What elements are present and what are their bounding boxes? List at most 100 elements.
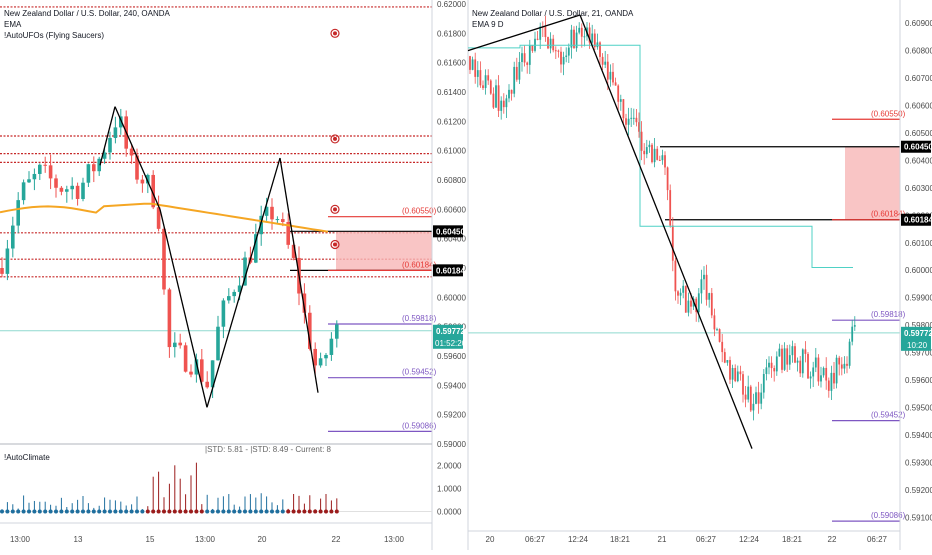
candle-body: [518, 62, 521, 80]
candle-body: [27, 179, 31, 183]
candle-body: [830, 372, 833, 391]
climate-dot: [270, 509, 274, 514]
climate-y-tick: 1.0000: [437, 485, 462, 494]
climate-dot: [145, 509, 150, 514]
candle-body: [500, 100, 503, 111]
candle-body: [580, 27, 583, 37]
right-price-axis[interactable]: 0.60900 0.60800 0.60700 0.60600 0.60500 0.604…: [901, 19, 932, 522]
climate-dot: [64, 509, 69, 514]
candle-body: [183, 345, 188, 372]
climate-dot: [118, 509, 123, 514]
candle-body: [92, 164, 96, 172]
candle-body: [21, 182, 26, 201]
climate-dot: [75, 509, 80, 514]
right-chart[interactable]: (0.60550) (0.60184) (0.59818) (0.59452) (0.5…: [467, 0, 932, 550]
right-y-tick: 0.60300: [905, 184, 932, 193]
left-y-tick: 0.59000: [437, 440, 466, 449]
candle-body: [851, 326, 854, 342]
candle-body: [167, 289, 172, 348]
candle-body: [54, 178, 58, 188]
autoclimate-label: !AutoClimate: [4, 453, 50, 462]
right-x-tick: 18:21: [782, 535, 803, 544]
left-x-tick: 22: [332, 535, 341, 544]
left-price-axis[interactable]: 0.62000 0.61800 0.61600 0.61400 0.61200 0.610…: [433, 0, 467, 449]
candle-body: [744, 394, 747, 400]
climate-dot: [275, 509, 280, 514]
climate-dot: [151, 509, 156, 514]
candle-body: [700, 279, 703, 294]
candle-body: [318, 358, 323, 366]
climate-dot: [0, 509, 4, 514]
autoclimate-panel: 2.0000 1.0000 0.0000: [0, 462, 462, 517]
climate-dot: [167, 509, 172, 514]
candle-body: [747, 386, 750, 400]
candle-body: [710, 293, 713, 316]
candle-body: [515, 66, 518, 80]
candle-body: [843, 363, 846, 369]
climate-dot: [297, 509, 301, 514]
left-chart[interactable]: (0.60550) (0.60184) (0.59818) (0.59452) (0.5…: [0, 0, 467, 550]
left-y-tick: 0.61400: [437, 88, 466, 97]
candle-body: [742, 374, 744, 395]
candle-body: [609, 71, 612, 80]
right-y-tick: 0.59400: [905, 431, 932, 440]
candle-body: [237, 285, 242, 292]
right-time-axis[interactable]: 20 06:27 12:24 18:21 21 06:27 12:24 18:21 22 06:2…: [486, 535, 888, 544]
right-y-tick: 0.60600: [905, 102, 932, 111]
candle-body: [726, 360, 729, 363]
candle-body: [703, 274, 705, 280]
candle-body: [70, 185, 74, 190]
climate-dot: [16, 509, 21, 514]
fib-level-label: (0.59086): [871, 511, 906, 520]
climate-dot: [280, 509, 285, 514]
candle-body: [807, 353, 809, 379]
candle-body: [757, 392, 760, 404]
candle-body: [643, 150, 646, 155]
candle-body: [221, 300, 226, 327]
last-price-box: [901, 326, 931, 351]
candle-body: [812, 367, 815, 377]
candle-body: [630, 117, 633, 119]
candle-body: [531, 45, 534, 51]
candle-body: [739, 371, 742, 375]
climate-dot: [156, 509, 161, 514]
candle-body: [129, 148, 134, 156]
climate-dot: [70, 509, 75, 514]
zigzag-segment: [159, 209, 208, 408]
candle-body: [227, 296, 231, 301]
candle-body: [189, 371, 193, 375]
candle-body: [119, 116, 123, 128]
autoclimate-stats: |STD: 5.81 - |STD: 8.49 - Current: 8: [205, 445, 332, 454]
candle-body: [661, 155, 664, 161]
candle-body: [781, 348, 783, 370]
right-chart-title: New Zealand Dollar / U.S. Dollar, 21, OA…: [472, 9, 634, 18]
candle-body: [604, 61, 607, 65]
ufo-marker-ring: [330, 239, 340, 250]
candle-body: [778, 348, 781, 357]
candle-body: [697, 293, 700, 313]
countdown-label: 01:52:20: [435, 339, 467, 348]
candle-body: [817, 357, 820, 382]
climate-dot: [313, 509, 318, 514]
zigzag-segment: [114, 106, 161, 210]
candle-body: [814, 357, 817, 368]
climate-dot: [162, 509, 166, 514]
candle-body: [601, 56, 604, 65]
candle-body: [583, 36, 586, 38]
candle-body: [48, 165, 53, 179]
left-time-axis[interactable]: 13:00 13 15 13:00 20 22 13:00: [10, 535, 405, 544]
ufo-marker-dot: [333, 207, 337, 212]
candle-body: [687, 300, 690, 313]
candle-body: [497, 85, 500, 111]
candle-body: [788, 355, 791, 365]
left-chart-title: New Zealand Dollar / U.S. Dollar, 240, O…: [4, 9, 171, 18]
candle-body: [329, 338, 334, 355]
right-y-tick: 0.59900: [905, 294, 932, 303]
price-box: [901, 140, 931, 153]
fib-level-label: (0.59818): [402, 314, 437, 323]
ema-label: EMA: [4, 20, 22, 29]
climate-dot: [291, 509, 296, 514]
candle-body: [658, 159, 661, 161]
right-x-tick: 06:27: [525, 535, 546, 544]
